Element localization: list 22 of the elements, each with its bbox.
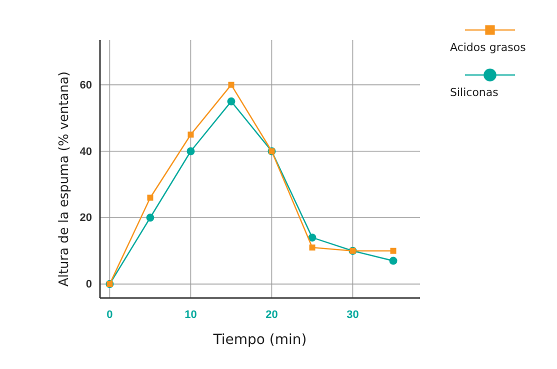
x-tick-label: 20 bbox=[266, 308, 278, 321]
point bbox=[188, 132, 194, 138]
legend-label: Siliconas bbox=[450, 86, 499, 99]
point bbox=[186, 147, 195, 156]
point bbox=[389, 256, 398, 265]
x-tick-label: 30 bbox=[346, 308, 359, 321]
x-tick-label: 0 bbox=[106, 308, 113, 321]
point bbox=[228, 82, 234, 88]
point bbox=[390, 248, 396, 254]
y-tick-label: 60 bbox=[80, 79, 92, 92]
point bbox=[227, 97, 236, 106]
y-tick-label: 0 bbox=[86, 278, 92, 291]
x-axis-title: Tiempo (min) bbox=[212, 332, 307, 348]
x-tick-label: 10 bbox=[184, 308, 197, 321]
point bbox=[147, 194, 154, 201]
point bbox=[309, 244, 316, 251]
point bbox=[146, 214, 154, 222]
legend-label: Acidos grasos bbox=[450, 41, 526, 54]
point bbox=[308, 234, 316, 242]
y-tick-label: 40 bbox=[80, 146, 92, 158]
y-axis-title: Altura de la espuma (% ventana) bbox=[57, 71, 72, 287]
y-tick-label: 20 bbox=[80, 212, 92, 224]
